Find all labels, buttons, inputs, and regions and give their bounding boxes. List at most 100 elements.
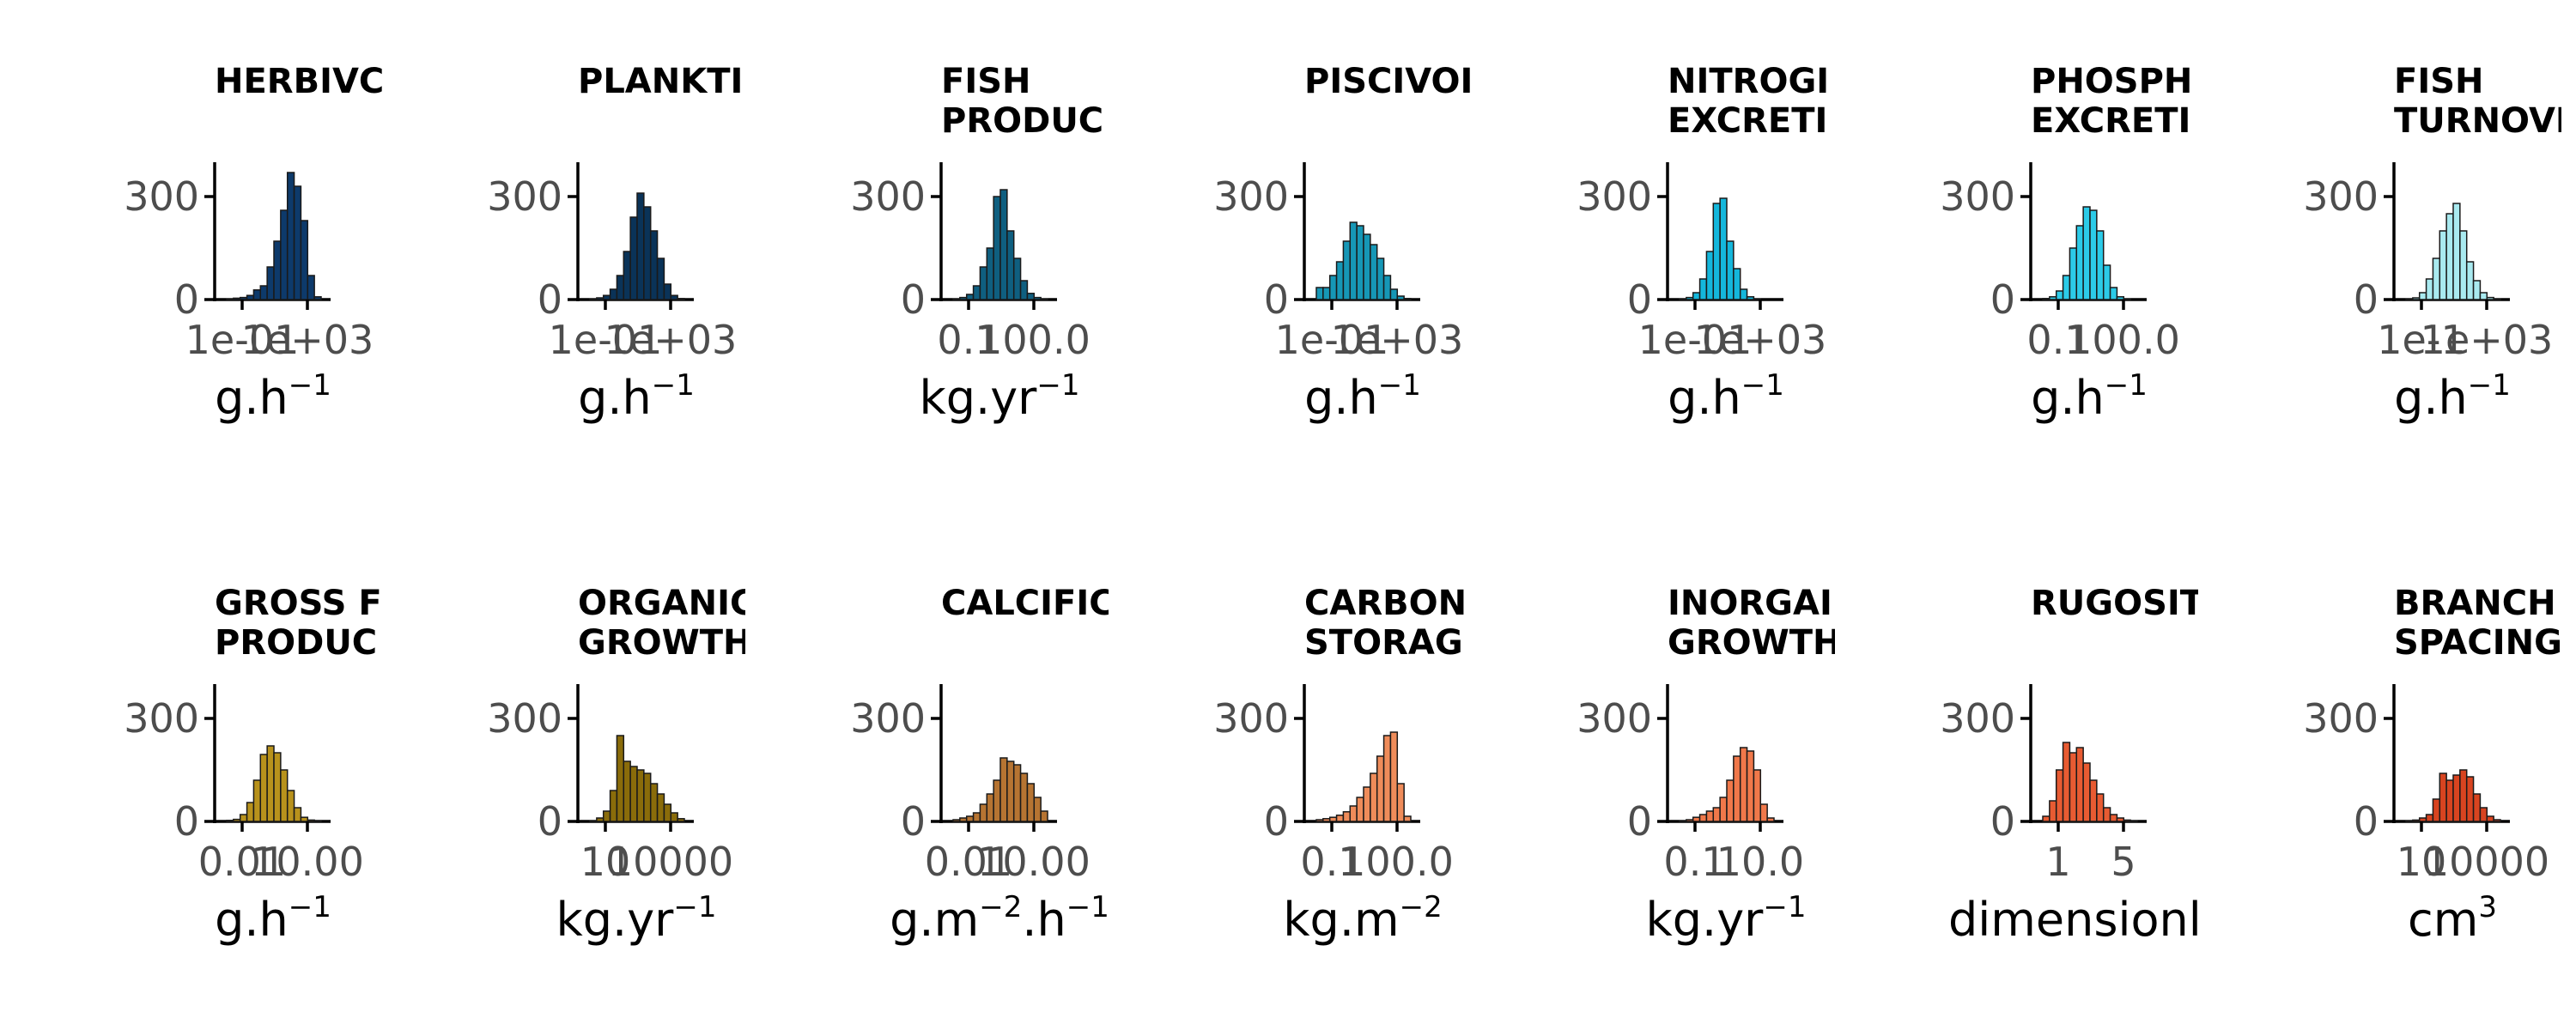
histogram-bar: [2055, 290, 2064, 300]
histogram-bar: [986, 247, 994, 300]
x-tick-label: 1e-01: [549, 317, 663, 363]
histogram-bar: [979, 266, 988, 300]
histogram-bar: [1033, 797, 1042, 822]
panel-title: PISCIVOI: [1304, 62, 1473, 101]
histogram-bar: [280, 769, 289, 822]
x-tick-label: 0.1: [2026, 317, 2089, 363]
x-axis-label-base: g.h: [215, 371, 289, 425]
y-tick-label: 0: [1264, 798, 1289, 845]
histogram-bar: [2459, 230, 2468, 300]
histogram-bar: [999, 757, 1008, 822]
panel-title: ORGANIC: [578, 584, 755, 623]
panel-title: FISH: [2394, 62, 2484, 101]
x-axis-label-exponent: 3: [2478, 890, 2497, 924]
x-tick-label: 100.0: [977, 317, 1091, 363]
histogram-bar: [2069, 752, 2078, 822]
histogram-bar: [1040, 810, 1048, 822]
histogram-bar: [2412, 297, 2421, 300]
x-axis-label-base: dimensionle: [1948, 893, 2230, 947]
panel-title: GROWTH: [578, 623, 752, 663]
histogram-bar: [1019, 772, 1029, 822]
panel-title: EXCRETI: [2031, 101, 2190, 141]
histogram-bar: [2418, 292, 2427, 300]
panel-title: EXCRETI: [1668, 101, 1827, 141]
x-axis-label-base: .h: [1022, 893, 1066, 947]
histogram-bar: [1322, 287, 1331, 300]
x-axis-label-base: kg.yr: [920, 371, 1038, 425]
x-tick-label: 1e+03: [241, 317, 374, 363]
histogram-bar: [1012, 258, 1022, 300]
histogram-bar: [226, 298, 234, 300]
histogram-bar: [629, 216, 638, 300]
histogram-bar: [1349, 805, 1358, 822]
histogram-bar: [1726, 779, 1735, 822]
histogram-bar: [1342, 240, 1352, 300]
histogram-bar: [266, 745, 275, 822]
x-axis-label-base: kg.yr: [556, 893, 675, 947]
histogram-bar: [300, 220, 309, 300]
x-tick-label: 10: [580, 839, 631, 885]
histogram-bar: [313, 296, 322, 300]
histogram-bar: [999, 189, 1008, 300]
y-tick-label: 300: [1213, 695, 1289, 742]
histogram-bar: [993, 779, 1001, 822]
histogram-bar: [952, 819, 961, 822]
x-tick-label: 1e-01: [1638, 317, 1753, 363]
histogram-bar: [1376, 258, 1385, 300]
histogram-bar: [2418, 817, 2427, 822]
x-axis-label-exponent: −1: [1036, 368, 1079, 403]
histogram-bar: [596, 297, 605, 300]
histogram-bar: [2412, 819, 2421, 822]
y-tick-label: 0: [174, 276, 199, 323]
histogram-bar: [589, 298, 598, 300]
histogram-bar: [2479, 292, 2488, 300]
histogram-bar: [609, 288, 618, 300]
histogram-bar: [649, 783, 659, 822]
histogram-bar: [2493, 298, 2501, 300]
x-axis-label: g.h−1: [215, 368, 331, 425]
histogram-bar: [2102, 264, 2111, 300]
y-tick-label: 300: [487, 173, 562, 220]
histogram-bar: [1403, 815, 1412, 822]
x-tick-label: 1: [2045, 839, 2070, 885]
histogram-bar: [259, 754, 268, 822]
histogram-bar: [2075, 747, 2084, 822]
histogram-bar: [2089, 209, 2098, 300]
x-axis-label-exponent: −1: [289, 368, 331, 403]
histogram-bar: [2116, 296, 2125, 300]
histogram-bar: [1746, 750, 1755, 822]
histogram-bar: [670, 294, 678, 300]
histogram-bar: [1753, 298, 1762, 300]
x-axis-label: kg.m−2: [1283, 890, 1442, 947]
histogram-bar: [2465, 261, 2475, 300]
y-tick-label: 300: [2303, 695, 2379, 742]
y-tick-label: 300: [1940, 695, 2015, 742]
x-axis-label-base: g.h: [2031, 371, 2105, 425]
histogram-bar: [1376, 755, 1385, 822]
x-axis-label-exponent: −1: [673, 890, 716, 924]
x-tick-label: 1e+03: [1694, 317, 1827, 363]
histogram-bar: [286, 790, 295, 822]
histogram-bar: [1712, 807, 1721, 822]
histogram-bar: [2096, 793, 2105, 822]
histogram-bar: [239, 814, 248, 822]
histogram-bar: [1766, 817, 1775, 822]
x-axis-label-exponent: −1: [1741, 368, 1784, 403]
histogram-bar: [1698, 814, 1708, 822]
histogram-bar: [1739, 747, 1748, 822]
x-axis-label-base: kg.m: [1283, 893, 1399, 947]
histogram-bar: [1026, 783, 1036, 822]
histogram-bar: [2062, 742, 2071, 822]
histogram-bar: [993, 196, 1001, 300]
panel-title: CARBON: [1304, 584, 1467, 623]
histogram-bar: [602, 294, 611, 300]
x-axis-label: cm3: [2408, 890, 2497, 947]
histogram-bar: [2082, 206, 2091, 300]
